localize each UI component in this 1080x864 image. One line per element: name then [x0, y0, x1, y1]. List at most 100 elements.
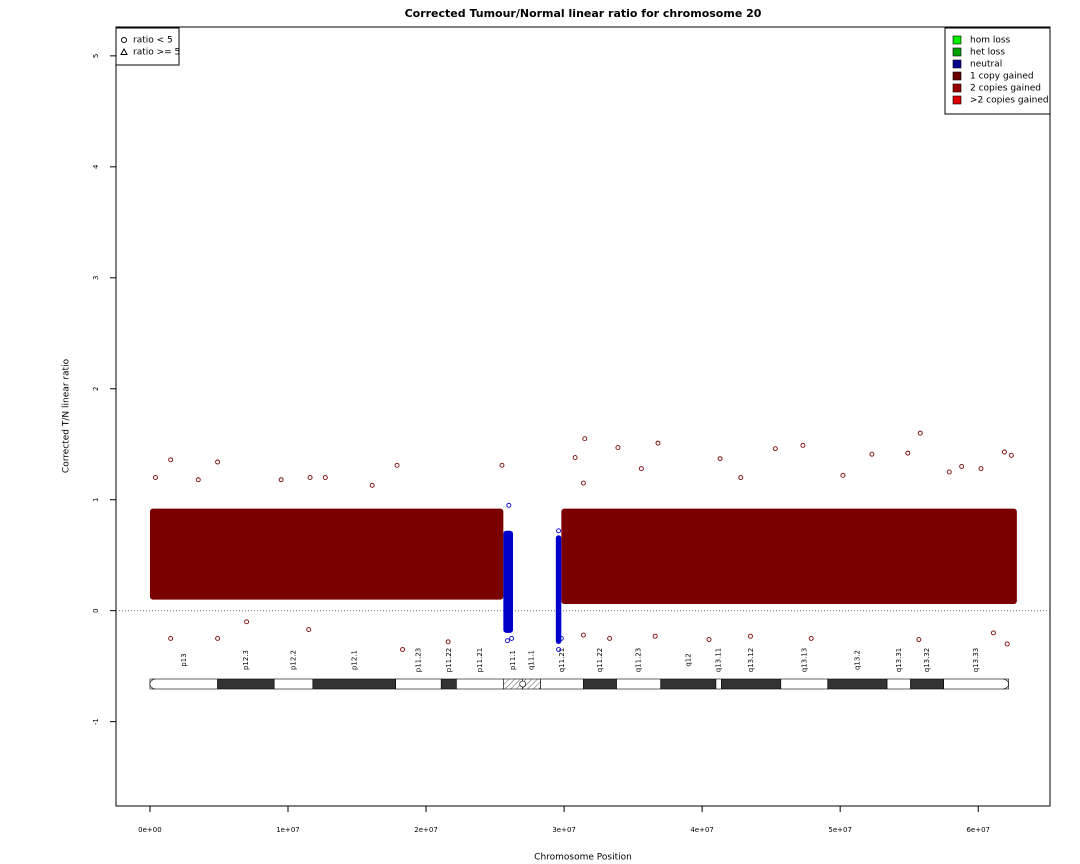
point [509, 635, 515, 641]
cytoband [217, 678, 275, 690]
ideogram-cap [149, 678, 156, 690]
y-axis-label: Corrected T/N linear ratio [62, 358, 72, 473]
point [905, 450, 911, 456]
point [582, 436, 588, 442]
point [215, 459, 221, 465]
point [506, 502, 512, 508]
y-tick-label: 2 [92, 387, 100, 391]
point [869, 451, 875, 457]
cytoband [660, 678, 717, 690]
cytoband [149, 678, 218, 690]
point [638, 466, 644, 472]
point [580, 632, 586, 638]
point-cloud [149, 508, 504, 600]
x-tick-label: 5e+07 [828, 826, 852, 834]
point [153, 475, 158, 480]
point [499, 462, 505, 468]
cytoband-label: p11.1 [509, 650, 517, 670]
legend-swatch [952, 59, 962, 69]
point [580, 480, 586, 486]
legend-symbol [120, 47, 128, 55]
x-tick-label: 4e+07 [690, 826, 714, 834]
point [655, 440, 661, 446]
legend-box [944, 27, 1051, 115]
cytoband-label: q11.22 [596, 648, 604, 672]
x-tick-label: 3e+07 [552, 826, 576, 834]
cytoband-label: p11.23 [414, 648, 422, 672]
x-tick-label: 6e+07 [966, 826, 990, 834]
cytoband [886, 678, 911, 690]
x-axis-label: Chromosome Position [534, 853, 632, 863]
cytoband [715, 678, 722, 690]
cytoband [721, 678, 782, 690]
cytoband-label: q12 [684, 653, 692, 666]
point [215, 635, 221, 641]
point [195, 477, 201, 483]
cytoband-label: p12.3 [242, 650, 250, 670]
point [394, 462, 400, 468]
x-tick-label: 1e+07 [276, 826, 300, 834]
cytoband [273, 678, 314, 690]
point [505, 638, 510, 644]
legend-symbol [121, 37, 127, 43]
point [278, 477, 284, 483]
cytoband-label: q13.12 [747, 648, 755, 672]
x-tick-label: 2e+07 [414, 826, 438, 834]
point [572, 455, 578, 461]
y-tick-label: 3 [92, 276, 100, 280]
point [168, 457, 174, 463]
point [1001, 449, 1007, 455]
cytoband [540, 678, 584, 690]
point [400, 647, 406, 652]
cytoband [583, 678, 617, 690]
point [917, 430, 923, 436]
legend-label: 1 copy gained [970, 72, 1034, 82]
chart-title: Corrected Tumour/Normal linear ratio for… [405, 7, 762, 20]
point [369, 482, 375, 488]
legend-label: het loss [970, 48, 1005, 58]
legend-swatch [952, 83, 962, 93]
cytoband-label: q13.13 [800, 648, 808, 672]
legend-label: ratio < 5 [133, 36, 173, 46]
point [615, 445, 621, 451]
point [717, 456, 723, 462]
legend-label: hom loss [970, 36, 1011, 46]
point [556, 528, 562, 534]
point [322, 475, 328, 480]
ideogram-cap [1002, 678, 1009, 690]
point [307, 475, 313, 480]
point [738, 475, 744, 480]
point [306, 627, 312, 633]
cytoband [456, 678, 504, 690]
centromere [519, 680, 526, 688]
point [556, 647, 562, 652]
point [706, 637, 712, 642]
point [1008, 452, 1014, 458]
cytoband-label: q13.31 [895, 648, 903, 672]
cytoband-label: p11.21 [476, 648, 484, 672]
point [168, 635, 174, 641]
cytoband [943, 678, 1009, 690]
cytoband [395, 678, 442, 690]
point [978, 466, 984, 472]
point-cloud [555, 535, 562, 644]
point-cloud [561, 508, 1017, 605]
plot-frame [115, 26, 1051, 807]
point [652, 633, 658, 639]
cytoband-label: q13.2 [853, 650, 861, 670]
legend-label: 2 copies gained [970, 84, 1041, 94]
point [772, 446, 778, 452]
point-cloud [503, 530, 514, 633]
point [800, 442, 806, 448]
legend-swatch [952, 95, 962, 105]
legend-label: >2 copies gained [970, 96, 1049, 106]
cytoband [312, 678, 396, 690]
cytoband-label: q11.23 [635, 648, 643, 672]
ideogram [149, 678, 1009, 690]
cytoband-label: p12.1 [350, 650, 358, 670]
cytoband-label: p12.2 [290, 650, 298, 670]
cytoband-label: p13 [180, 653, 188, 666]
legend-label: neutral [970, 60, 1002, 70]
point [990, 630, 996, 636]
